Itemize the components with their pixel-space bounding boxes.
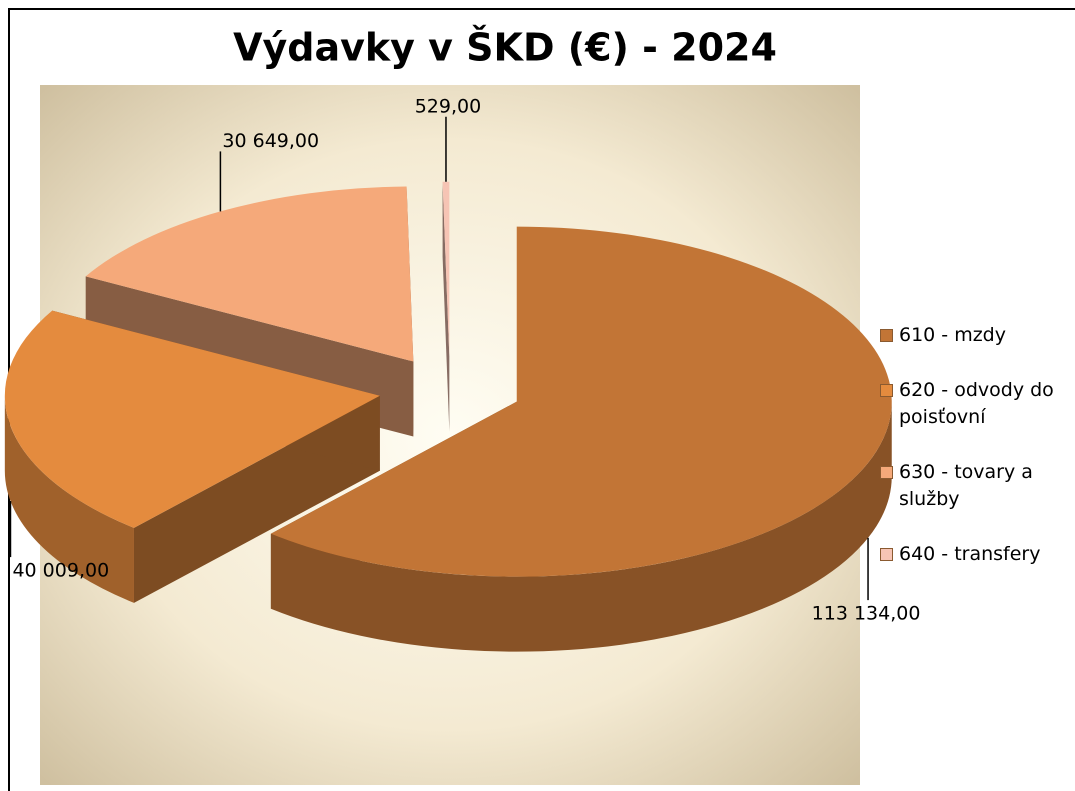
slice-wall — [442, 181, 450, 432]
slice — [270, 226, 892, 652]
legend-label: 640 - transfery — [899, 543, 1041, 565]
slice — [442, 181, 450, 432]
legend-item: 630 - tovary a služby — [880, 459, 1070, 513]
legend-label: 630 - tovary a služby — [899, 461, 1033, 510]
legend-swatch — [880, 548, 893, 561]
slice-top — [270, 226, 892, 577]
legend-swatch — [880, 466, 893, 479]
legend-item: 620 - odvody do poisťovní — [880, 377, 1070, 431]
legend-swatch — [880, 384, 893, 397]
chart-title: Výdavky v ŠKD (€) - 2024 — [233, 26, 777, 70]
legend-label: 610 - mzdy — [899, 324, 1006, 346]
legend: 610 - mzdy 620 - odvody do poisťovní 630 -… — [880, 322, 1070, 596]
legend-swatch — [880, 329, 893, 342]
legend-label: 620 - odvody do poisťovní — [899, 379, 1054, 428]
slice — [4, 310, 380, 603]
legend-item: 640 - transfery — [880, 541, 1070, 568]
slice-side — [270, 401, 892, 652]
data-label: 113 134,00 — [812, 603, 921, 625]
slice-top — [442, 181, 450, 357]
legend-item: 610 - mzdy — [880, 322, 1070, 349]
data-label: 529,00 — [415, 95, 481, 117]
slice-side — [4, 395, 134, 603]
slice-top — [4, 310, 380, 528]
data-label: 40 009,00 — [12, 560, 109, 582]
data-label: 30 649,00 — [222, 130, 319, 152]
slice-top — [85, 186, 414, 362]
